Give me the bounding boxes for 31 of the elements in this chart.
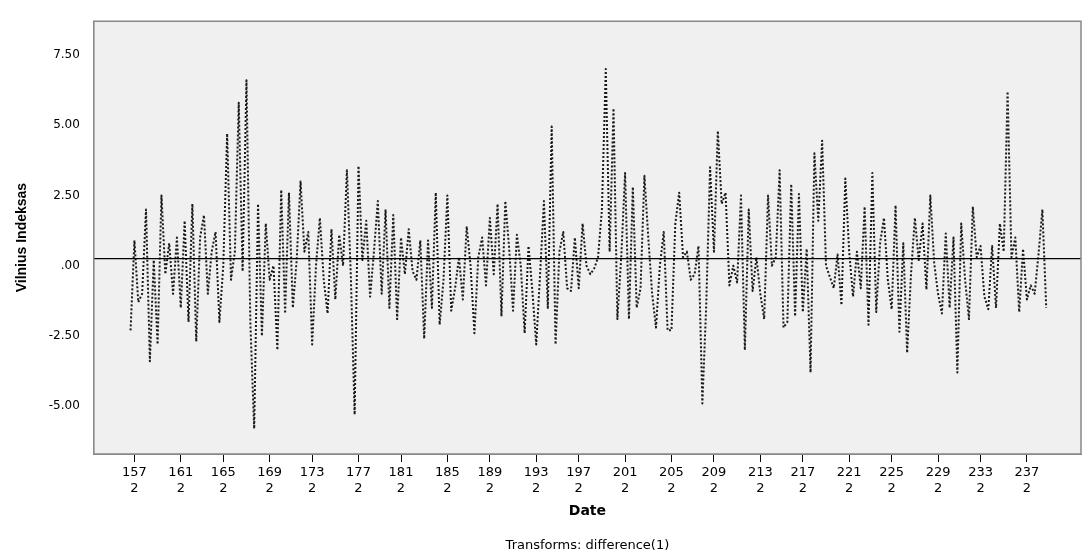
x-tick-label: 225 2 [879, 464, 905, 495]
x-tick-label: 161 2 [168, 464, 194, 495]
x-tick-label: 173 2 [299, 464, 325, 495]
x-tick-label: 177 2 [346, 464, 371, 495]
x-tick-label: 237 2 [1014, 464, 1040, 495]
x-tick-label: 197 2 [566, 464, 592, 495]
x-tick-label: 233 2 [968, 464, 993, 495]
x-tick-label: 189 2 [477, 464, 503, 495]
x-tick-label: 217 2 [790, 464, 816, 495]
x-tick-label: 221 2 [836, 464, 862, 495]
x-tick-label: 165 2 [210, 464, 236, 495]
y-tick-label: 7.50 [53, 47, 80, 62]
x-tick-label: 169 2 [257, 464, 283, 495]
x-tick-label: 213 2 [747, 464, 773, 495]
x-tick-label: 201 2 [612, 464, 638, 495]
x-axis-title: Date [568, 502, 607, 519]
y-tick-label: .00 [60, 257, 80, 272]
y-tick-label: 5.00 [53, 117, 80, 132]
y-tick-label: 2.50 [53, 187, 80, 202]
y-tick-label: -2.50 [48, 328, 80, 343]
x-tick-label: 205 2 [659, 464, 684, 495]
line-series [129, 67, 1048, 430]
x-tick-label: 181 2 [388, 464, 414, 495]
x-tick-label: 193 2 [523, 464, 549, 495]
x-tick-label: 229 2 [925, 464, 951, 495]
text: Transforms: difference(1) [504, 536, 670, 552]
y-tick-label: -5.00 [48, 398, 80, 413]
x-tick-label: 157 2 [122, 464, 147, 495]
x-tick-label: 209 2 [701, 464, 727, 495]
x-tick-label: 185 2 [434, 464, 460, 495]
y-axis-title: Vilnius Indeksas [13, 182, 30, 293]
